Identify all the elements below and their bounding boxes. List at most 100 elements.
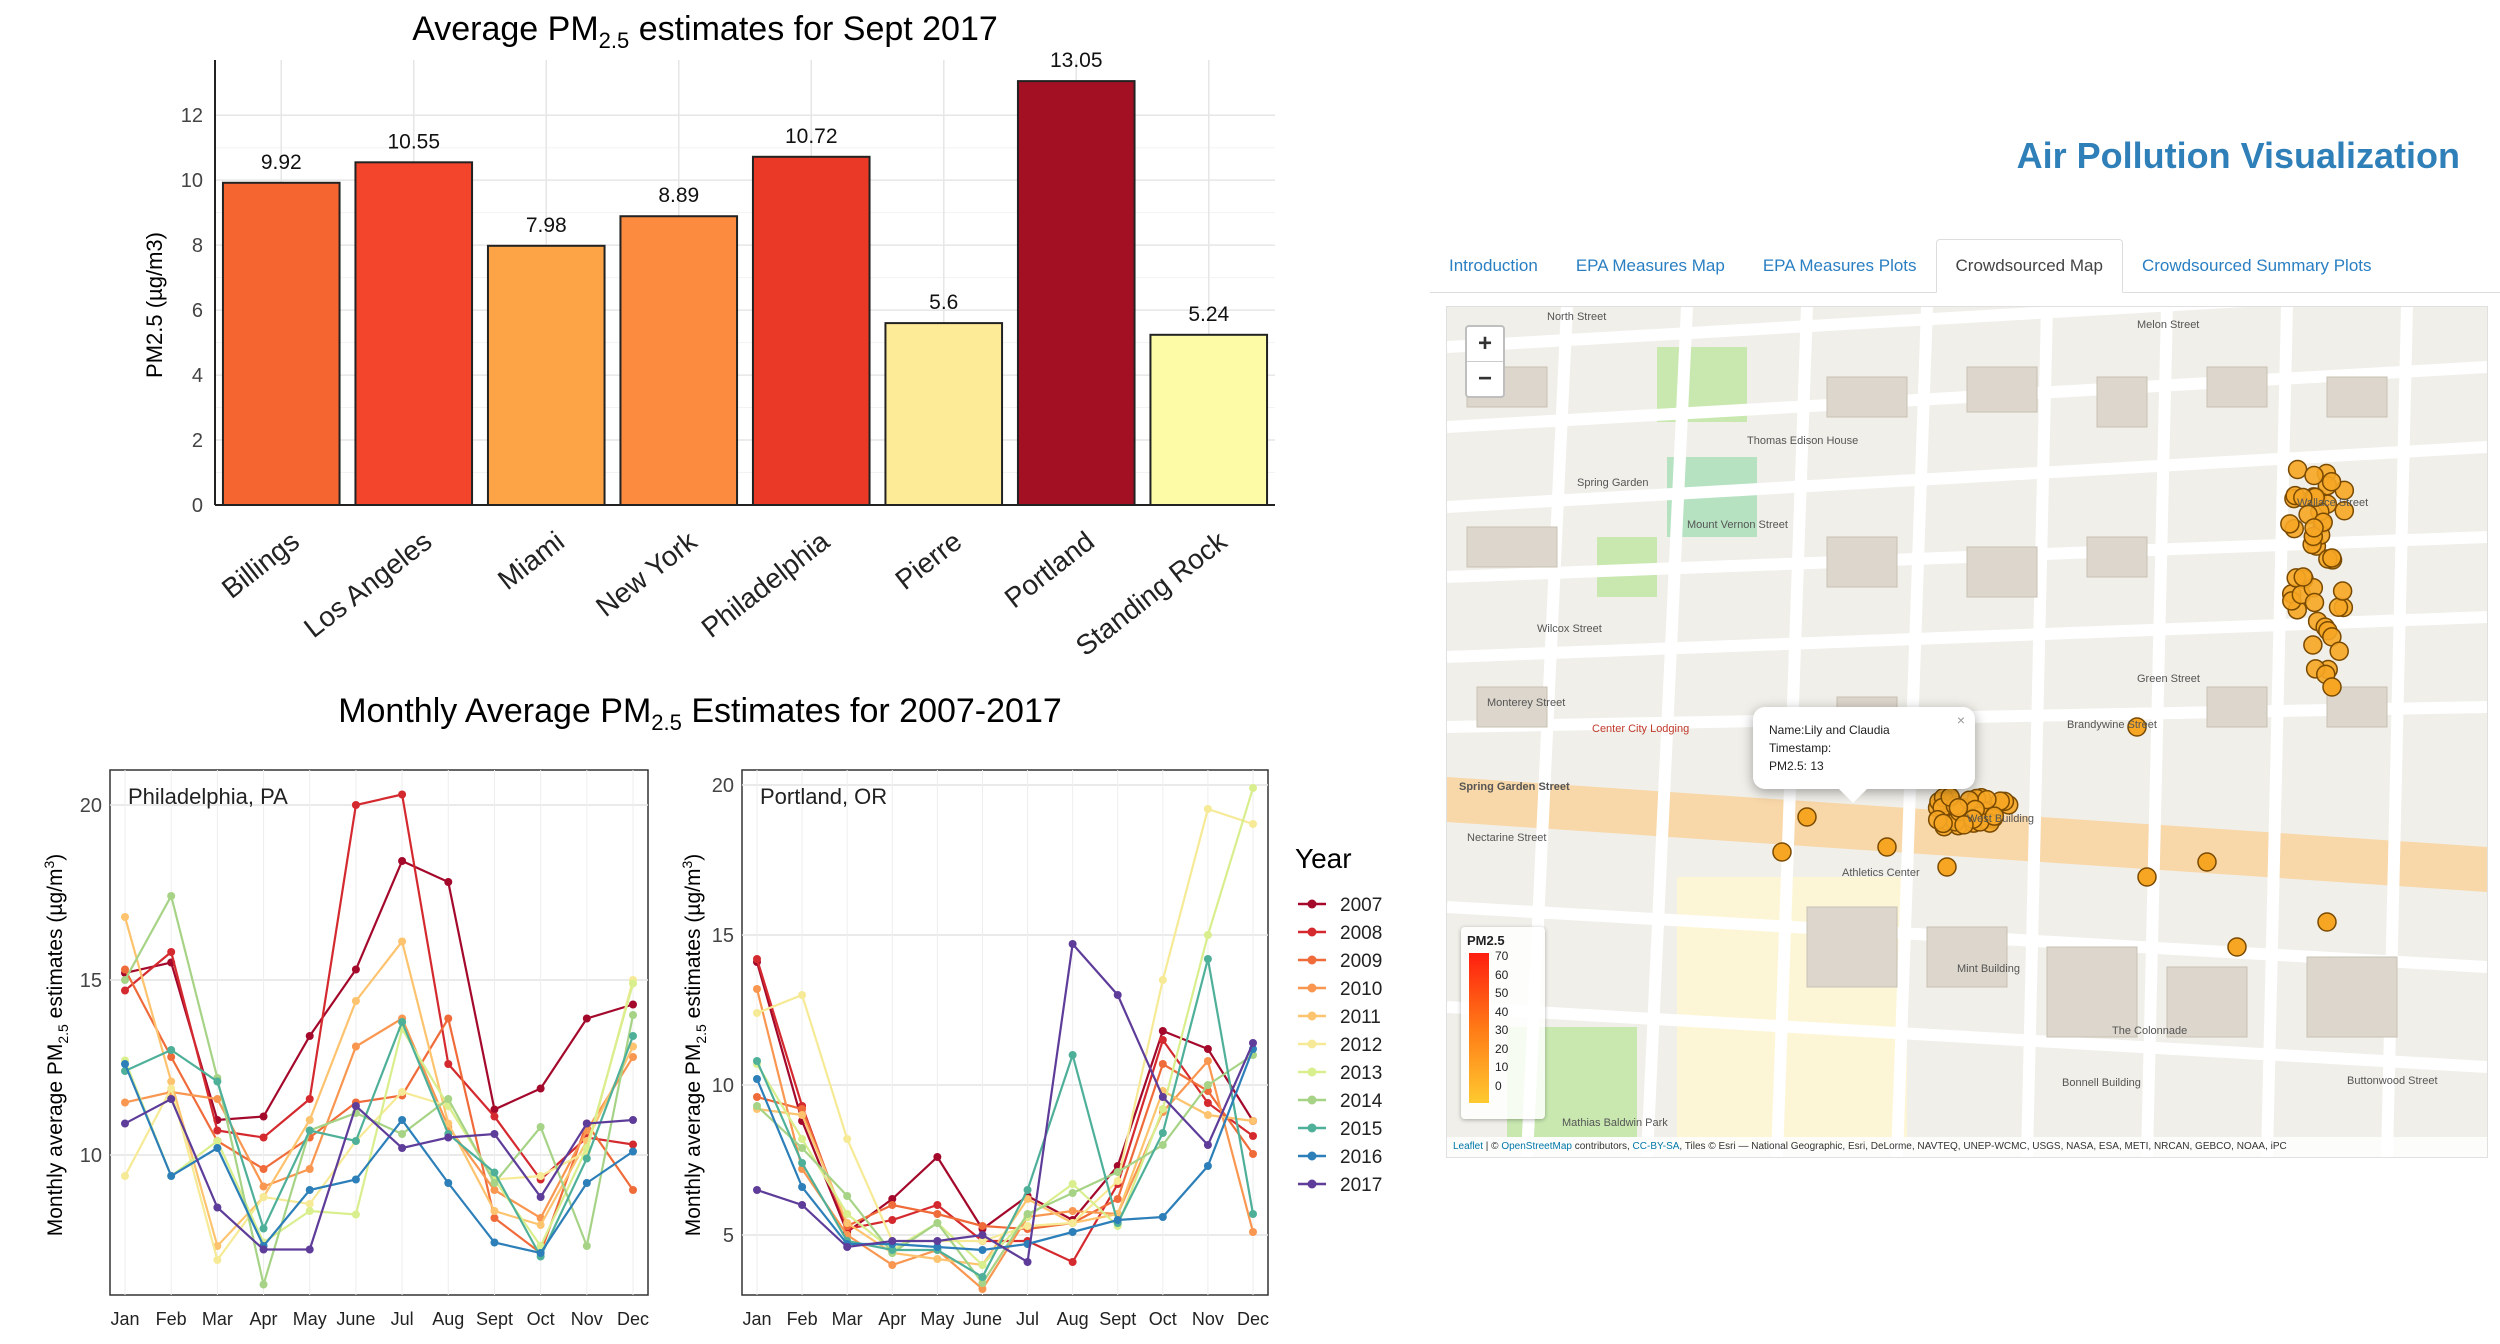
series-point: [978, 1285, 987, 1293]
series-point: [259, 1165, 268, 1173]
osm-link[interactable]: OpenStreetMap: [1501, 1141, 1572, 1152]
series-point: [1113, 991, 1122, 999]
line-xtick-label: Apr: [878, 1309, 906, 1329]
series-line: [123, 983, 635, 1249]
line-chart: Monthly Average PM2.5 Estimates for 2007…: [41, 692, 1383, 1329]
pm-marker[interactable]: [2334, 500, 2355, 521]
series-point: [167, 1046, 176, 1054]
pm-marker[interactable]: [1984, 806, 2005, 826]
line-xtick-label: Jul: [391, 1309, 414, 1329]
pm-marker[interactable]: [1937, 857, 1957, 877]
pm-marker[interactable]: [2137, 867, 2157, 887]
tab-epa-measures-map[interactable]: EPA Measures Map: [1575, 256, 1725, 275]
street-label: Spring Garden Street: [1459, 781, 1570, 793]
pm-marker[interactable]: [2227, 937, 2247, 957]
leaflet-map[interactable]: North Street Melon Street Wallace Street…: [1446, 306, 2488, 1158]
pm-marker[interactable]: [2329, 641, 2349, 661]
series-point: [167, 1077, 176, 1086]
popup-close-icon[interactable]: ×: [1956, 712, 1965, 728]
pm-marker[interactable]: [2293, 567, 2313, 587]
series-point: [798, 1111, 807, 1119]
series-point: [1068, 1207, 1077, 1215]
series-point: [536, 1084, 545, 1093]
street-label: Buttonwood Street: [2347, 1075, 2438, 1087]
series-point: [490, 1112, 499, 1121]
legend-swatch-dot: [1307, 1039, 1317, 1049]
street-label: Monterey Street: [1487, 697, 1566, 709]
series-point: [490, 1105, 499, 1114]
pm-marker[interactable]: [2304, 465, 2324, 486]
legend-label: 2014: [1340, 1091, 1383, 1112]
street-label: Green Street: [2137, 673, 2200, 685]
legend-label: 2011: [1340, 1007, 1381, 1028]
bar-value-label: 10.72: [785, 125, 838, 148]
line-xtick-label: Mar: [832, 1309, 863, 1329]
legend-label: 2015: [1340, 1119, 1382, 1140]
series-point: [798, 1183, 807, 1191]
street-label: Thomas Edison House: [1747, 435, 1859, 447]
pm-marker[interactable]: [2304, 592, 2325, 613]
pm-marker[interactable]: [2322, 677, 2342, 697]
zoom-in-button[interactable]: +: [1467, 327, 1503, 362]
pm-marker[interactable]: [2293, 487, 2313, 508]
pm-marker[interactable]: [1933, 813, 1953, 834]
series-point: [121, 1060, 129, 1068]
legend-tick: 0: [1495, 1078, 1502, 1093]
pm-marker[interactable]: [2303, 635, 2323, 655]
bar-ytick-label: 10: [181, 170, 203, 192]
series-line: [124, 979, 635, 1263]
series-point: [1203, 805, 1212, 813]
series-point: [305, 1200, 314, 1208]
leaflet-link[interactable]: Leaflet: [1453, 1141, 1484, 1152]
legend-label: 2012: [1340, 1035, 1382, 1056]
bar-ytick-label: 8: [192, 235, 203, 257]
series-point: [213, 1137, 222, 1145]
cc-by-sa-link[interactable]: CC-BY-SA: [1632, 1141, 1680, 1152]
legend-label: 2016: [1340, 1147, 1382, 1168]
bar-chart-title: Average PM2.5 estimates for Sept 2017: [412, 10, 998, 53]
series-point: [629, 1147, 637, 1156]
pm-marker[interactable]: [2280, 514, 2300, 534]
series-point: [444, 1119, 453, 1128]
pm-marker[interactable]: [2322, 548, 2342, 568]
pm-marker[interactable]: [1797, 807, 1817, 827]
line-panel-label: Portland, OR: [760, 784, 887, 809]
pm-marker[interactable]: [2332, 581, 2353, 601]
tab-epa-measures-plots[interactable]: EPA Measures Plots: [1762, 256, 1917, 275]
series-point: [398, 1130, 407, 1138]
series-point: [978, 1279, 987, 1287]
tab-introduction[interactable]: Introduction: [1449, 256, 1538, 275]
pm-marker[interactable]: [2317, 912, 2337, 932]
tab-crowdsourced-summary-plots[interactable]: Crowdsourced Summary Plots: [2141, 256, 2372, 275]
line-xtick-label: Oct: [1149, 1309, 1177, 1329]
bar-value-label: 8.89: [658, 184, 699, 207]
series-point: [351, 1042, 360, 1051]
series-point: [490, 1179, 499, 1187]
pm-marker[interactable]: [2328, 597, 2349, 618]
zoom-out-button[interactable]: −: [1477, 365, 1492, 392]
pm-marker[interactable]: [2287, 459, 2308, 480]
pm-marker[interactable]: [2321, 472, 2342, 492]
series-point: [490, 1238, 499, 1247]
series-point: [351, 1210, 360, 1219]
bar-ytick-label: 6: [192, 300, 203, 322]
series-point: [629, 1116, 637, 1124]
series-point: [259, 1224, 268, 1233]
legend-tick: 20: [1495, 1041, 1509, 1056]
pm-marker[interactable]: [2197, 852, 2217, 872]
map-attribution: Leaflet | © OpenStreetMap contributors, …: [1447, 1137, 2487, 1157]
pm-marker[interactable]: [1948, 798, 1969, 818]
series-point: [305, 1126, 314, 1135]
line-ytick-label: 5: [723, 1225, 734, 1247]
bar-xtick-label: Portland: [999, 525, 1100, 614]
series-point: [1113, 1195, 1122, 1203]
street-label: Wilcox Street: [1537, 623, 1602, 635]
pm-marker[interactable]: [1954, 815, 1974, 835]
pm-marker[interactable]: [1772, 842, 1792, 862]
pm-marker[interactable]: [2304, 518, 2324, 538]
pm-marker[interactable]: [1877, 837, 1897, 857]
pm-marker[interactable]: [2127, 717, 2147, 737]
series-point: [398, 1116, 407, 1124]
tab-crowdsourced-map[interactable]: Crowdsourced Map: [1935, 239, 2123, 293]
series-line: [756, 787, 1255, 1267]
